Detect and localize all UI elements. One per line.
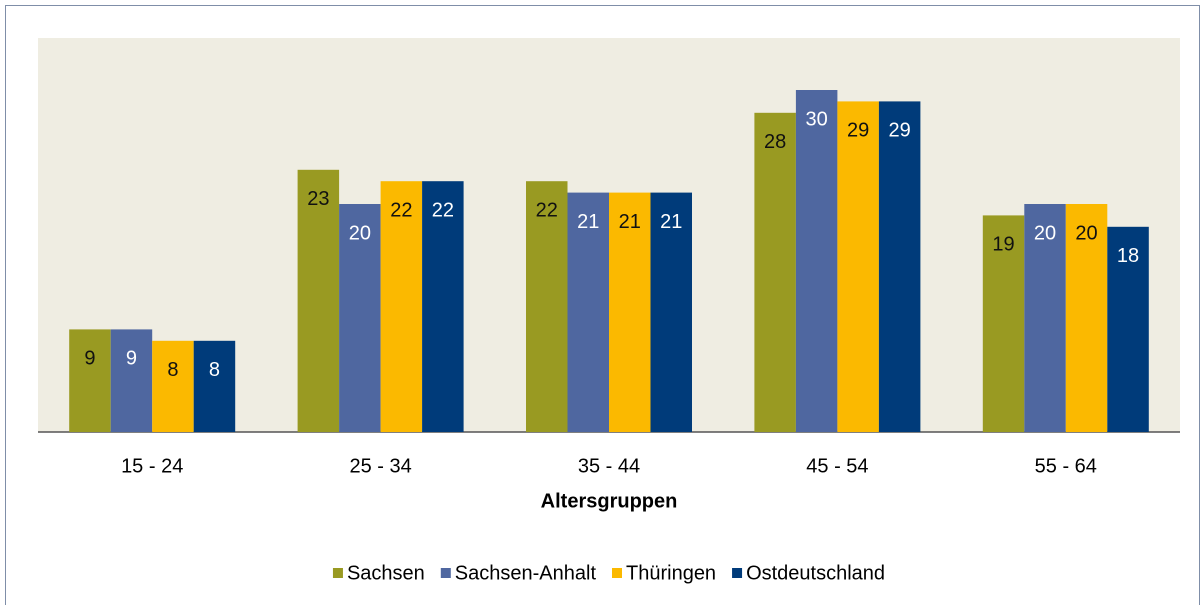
data-label: 20: [1075, 222, 1097, 244]
x-axis-title: Altersgruppen: [541, 490, 678, 512]
legend-label: Sachsen-Anhalt: [455, 562, 597, 584]
data-label: 21: [660, 211, 682, 233]
x-tick-label: 15 - 24: [121, 455, 183, 477]
bar: [193, 340, 236, 432]
data-label: 20: [1034, 222, 1056, 244]
bar: [754, 112, 796, 433]
data-label: 19: [992, 234, 1014, 256]
x-tick-label: 55 - 64: [1035, 455, 1097, 477]
legend-label: Sachsen: [347, 562, 425, 584]
bar: [567, 192, 609, 432]
bar: [69, 329, 111, 432]
bar: [609, 192, 651, 432]
data-label: 21: [619, 211, 641, 233]
data-label: 20: [349, 222, 371, 244]
bar: [339, 204, 381, 432]
data-label: 23: [307, 188, 329, 210]
bar: [380, 181, 423, 432]
bar: [526, 181, 568, 432]
bar: [650, 192, 692, 432]
bar: [110, 329, 153, 432]
bar: [1107, 226, 1149, 432]
bar: [1024, 204, 1066, 432]
legend-label: Ostdeutschland: [746, 562, 885, 584]
data-label: 8: [209, 359, 220, 381]
data-label: 29: [889, 120, 911, 142]
bar: [878, 101, 921, 433]
legend-label: Thüringen: [626, 562, 716, 584]
bar: [297, 169, 340, 433]
data-label: 22: [390, 199, 412, 221]
data-label: 28: [764, 131, 786, 153]
legend-swatch: [332, 568, 343, 578]
legend-swatch: [732, 568, 743, 578]
bar: [837, 101, 879, 433]
data-label: 21: [577, 211, 599, 233]
data-label: 9: [84, 348, 95, 370]
data-label: 8: [167, 359, 178, 381]
bar: [422, 181, 464, 432]
x-tick-label: 35 - 44: [578, 455, 640, 477]
data-label: 29: [847, 120, 869, 142]
bar: [795, 90, 838, 432]
data-label: 18: [1117, 245, 1139, 267]
bar: [982, 215, 1025, 432]
legend-swatch: [440, 568, 451, 578]
data-label: 22: [536, 199, 558, 221]
legend-swatch: [612, 568, 622, 578]
bar: [152, 340, 194, 432]
data-label: 30: [806, 108, 828, 130]
data-label: 22: [432, 199, 454, 221]
data-label: 9: [126, 348, 137, 370]
bar: [1065, 204, 1108, 432]
x-tick-label: 25 - 34: [349, 455, 411, 477]
x-tick-label: 45 - 54: [806, 455, 868, 477]
